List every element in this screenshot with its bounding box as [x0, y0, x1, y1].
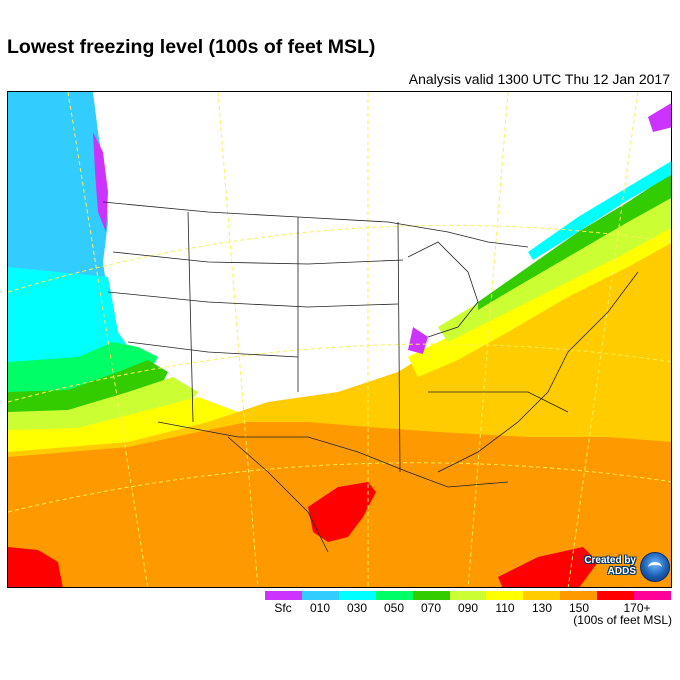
noaa-gull-icon — [648, 562, 662, 573]
credit-text: Created by ADDS — [572, 555, 636, 577]
legend-label: 010 — [309, 601, 331, 615]
legend-swatch-sfc — [265, 591, 302, 600]
legend-label: 030 — [346, 601, 368, 615]
adds-credit-badge: Created by ADDS — [572, 552, 670, 582]
noaa-logo-icon — [640, 552, 670, 582]
legend-label: 050 — [383, 601, 405, 615]
legend-swatch-030 — [338, 591, 376, 600]
legend-swatch-050 — [375, 591, 413, 600]
legend-labels: Sfc 010 030 050 070 090 110 130 150 170+ — [265, 601, 675, 615]
legend-label: 070 — [420, 601, 442, 615]
sfc-fringe-west — [93, 132, 108, 232]
map-title: Lowest freezing level (100s of feet MSL) — [7, 36, 376, 58]
legend-swatch-170a — [597, 591, 635, 600]
freezing-level-map — [7, 91, 672, 588]
sfc-fringe-northeast — [648, 103, 671, 132]
band-east-green — [478, 173, 671, 310]
credit-line2: ADDS — [607, 566, 636, 577]
band-lime — [8, 377, 198, 442]
legend-label: Sfc — [274, 601, 292, 615]
legend-label: 090 — [457, 601, 479, 615]
legend-units: (100s of feet MSL) — [573, 613, 672, 627]
color-legend-bar — [265, 591, 671, 600]
sfc-fringe-great-lakes — [408, 327, 428, 354]
political-boundaries — [102, 201, 639, 553]
analysis-valid-time: Analysis valid 1300 UTC Thu 12 Jan 2017 — [408, 71, 670, 87]
legend-swatch-070 — [412, 591, 450, 600]
legend-label: 150 — [568, 601, 590, 615]
red-sw-blob — [8, 547, 63, 587]
legend-swatch-150 — [560, 591, 598, 600]
legend-label: 110 — [495, 601, 515, 615]
legend-swatch-110 — [486, 591, 524, 600]
band-yellow — [8, 397, 238, 460]
credit-line1: Created by — [584, 555, 636, 566]
graticule — [8, 92, 671, 587]
band-east-aqua — [528, 161, 671, 260]
map-canvas — [8, 92, 671, 587]
band-gold — [8, 213, 671, 477]
legend-swatch-130 — [523, 591, 561, 600]
legend-label: 130 — [531, 601, 553, 615]
legend-label: 170+ — [623, 601, 651, 615]
legend-swatch-170plus — [634, 591, 671, 600]
band-darkgreen — [8, 360, 168, 427]
legend-swatch-010 — [301, 591, 339, 600]
legend-swatch-090 — [449, 591, 487, 600]
red-texas-blob — [308, 482, 376, 542]
